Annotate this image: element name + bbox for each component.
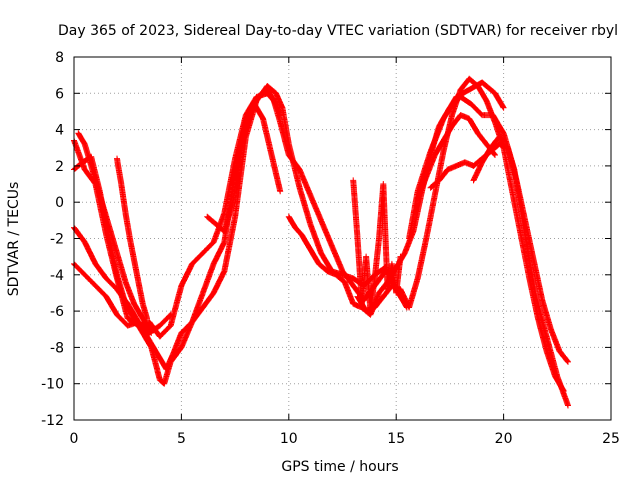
series-track-9: [354, 75, 567, 394]
point-marks: [470, 133, 507, 184]
x-tick-label: 25: [602, 431, 620, 447]
y-tick-label: 2: [55, 159, 64, 175]
point-marks: [204, 86, 284, 235]
x-tick-label: 20: [495, 431, 513, 447]
y-tick-label: -4: [50, 268, 64, 284]
axis-ticks: -12 -10 -8 -6 -4 -2 0 2 4 6 8 0 5 10 15 20 25: [41, 50, 620, 447]
series-track-5: [75, 130, 155, 336]
x-tick-label: 5: [177, 431, 186, 447]
x-axis-label: GPS time / hours: [281, 459, 398, 475]
point-marks: [350, 177, 404, 315]
series-track-14: [350, 177, 404, 315]
point-marks: [427, 141, 571, 365]
point-marks: [75, 130, 155, 336]
y-tick-label: -10: [41, 377, 64, 393]
series-track-8: [285, 93, 571, 409]
y-tick-label: -2: [50, 232, 64, 248]
chart-title: Day 365 of 2023, Sidereal Day-to-day VTE…: [58, 23, 618, 39]
series-track-12: [470, 133, 507, 184]
series-track-7: [204, 86, 284, 235]
series-track-13: [406, 79, 507, 242]
point-marks: [406, 79, 507, 242]
point-marks: [354, 75, 567, 394]
y-tick-label: 0: [55, 195, 64, 211]
data-points: [71, 75, 571, 409]
y-tick-label: 4: [55, 123, 64, 139]
series-track-10: [427, 141, 571, 365]
series-track-3: [71, 101, 284, 373]
y-tick-label: -8: [50, 340, 64, 356]
x-tick-label: 0: [70, 431, 79, 447]
y-axis-label: SDTVAR / TECUs: [6, 182, 22, 297]
x-tick-label: 15: [387, 431, 405, 447]
point-marks: [285, 93, 571, 409]
point-marks: [71, 101, 284, 373]
y-tick-label: 6: [55, 86, 64, 102]
y-tick-label: -6: [50, 304, 64, 320]
x-tick-label: 10: [280, 431, 298, 447]
point-marks: [114, 155, 150, 322]
y-tick-label: 8: [55, 50, 64, 66]
y-tick-label: -12: [41, 413, 64, 429]
series-track-6: [114, 155, 150, 322]
